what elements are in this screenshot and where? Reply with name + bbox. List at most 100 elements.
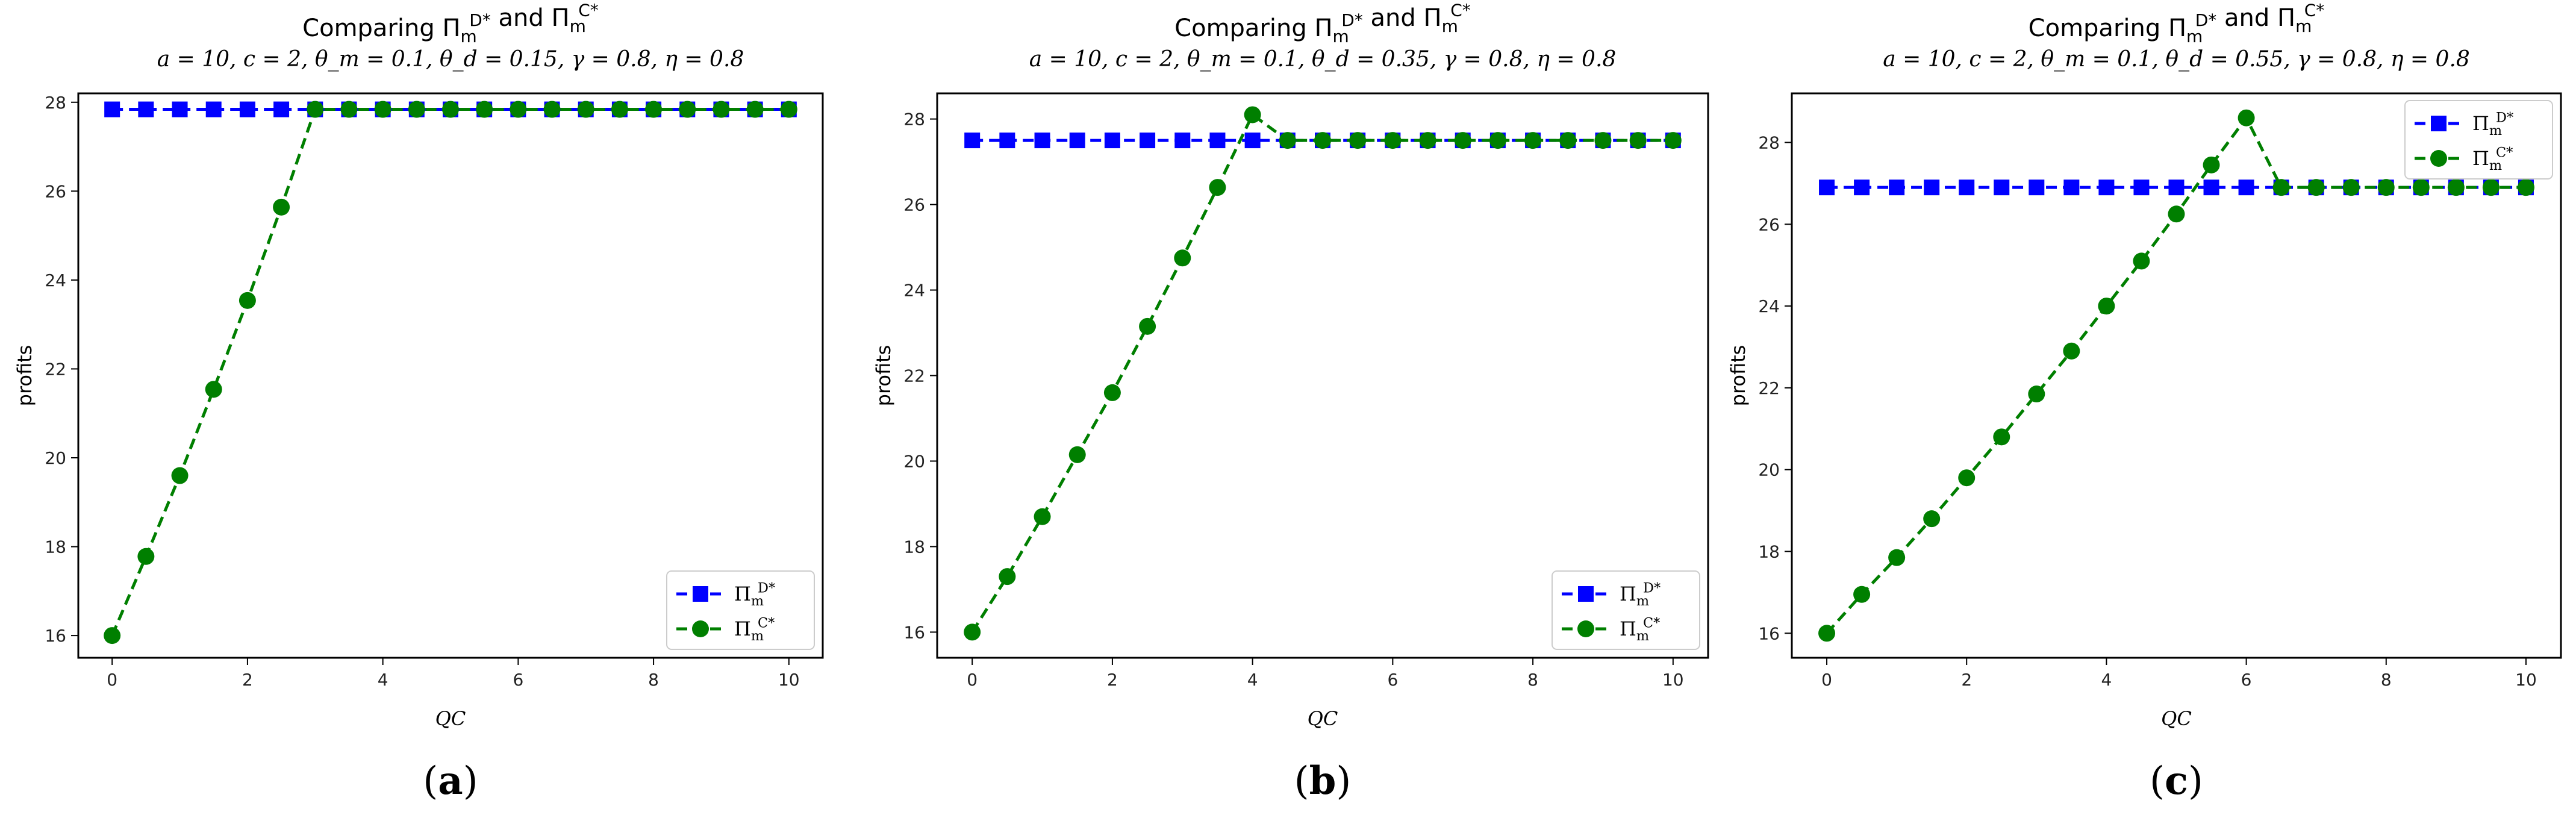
data-point-circle xyxy=(239,292,256,309)
panel-caption: (b) xyxy=(1294,758,1352,804)
data-point-circle xyxy=(1174,249,1191,267)
y-tick-label: 16 xyxy=(45,626,66,646)
data-point-circle xyxy=(1139,317,1156,335)
data-point-square xyxy=(2168,180,2185,196)
data-point-square xyxy=(1819,180,1835,196)
data-point-circle xyxy=(1034,508,1051,525)
data-point-circle xyxy=(171,467,189,484)
data-point-circle xyxy=(137,548,155,565)
data-point-square xyxy=(1069,133,1085,149)
data-point-circle xyxy=(2272,179,2290,196)
y-tick-label: 24 xyxy=(45,270,66,290)
data-point-circle xyxy=(1664,132,1682,149)
panel-caption: (a) xyxy=(423,758,478,804)
data-point-circle xyxy=(2168,205,2185,223)
data-point-circle xyxy=(1244,106,1261,123)
data-point-square xyxy=(205,101,222,117)
legend: ΠmD* ΠmC* xyxy=(666,570,815,650)
data-point-circle xyxy=(2447,179,2465,196)
data-point-circle xyxy=(2028,386,2045,403)
data-point-square xyxy=(172,101,188,117)
data-point-circle xyxy=(1888,549,1906,566)
data-point-square xyxy=(999,133,1015,149)
data-point-circle xyxy=(1209,179,1226,196)
data-point-circle xyxy=(2517,179,2534,196)
data-point-circle xyxy=(307,101,324,118)
y-tick-label: 26 xyxy=(45,181,66,201)
x-tick-label: 6 xyxy=(2241,670,2252,690)
data-point-circle xyxy=(205,381,222,398)
x-tick-label: 10 xyxy=(1662,670,1684,690)
legend: ΠmD* ΠmC* xyxy=(2404,100,2553,180)
y-tick-label: 24 xyxy=(1758,296,1780,316)
data-point-square xyxy=(1104,133,1120,149)
data-point-circle xyxy=(679,101,696,118)
x-axis-label: QC xyxy=(1308,707,1338,730)
series-centralized xyxy=(1818,109,2534,642)
y-tick-label: 20 xyxy=(1758,460,1780,480)
data-point-circle xyxy=(2063,342,2080,360)
data-point-circle xyxy=(1818,625,1836,642)
x-tick-label: 6 xyxy=(513,670,523,690)
legend-label: ΠmD* xyxy=(1620,581,1661,609)
chart-title: Comparing ΠmD* and ΠmC* xyxy=(302,0,599,46)
data-point-circle xyxy=(1853,585,1871,603)
data-point-square xyxy=(2133,180,2150,196)
x-tick-label: 2 xyxy=(1107,670,1118,690)
data-point-circle xyxy=(999,568,1016,585)
x-tick-label: 8 xyxy=(648,670,659,690)
x-tick-label: 2 xyxy=(242,670,253,690)
legend-marker-square xyxy=(2431,116,2447,131)
data-point-square xyxy=(273,101,290,117)
y-tick-label: 24 xyxy=(903,281,925,301)
data-point-circle xyxy=(1314,132,1331,149)
data-point-circle xyxy=(713,101,730,118)
y-axis-label: profits xyxy=(1727,345,1750,407)
x-tick-label: 0 xyxy=(107,670,117,690)
data-point-circle xyxy=(476,101,493,118)
x-tick-label: 4 xyxy=(2101,670,2112,690)
y-axis-label: profits xyxy=(13,345,36,407)
data-point-circle xyxy=(510,101,527,118)
chart-panel-a: Comparing ΠmD* and ΠmC*a = 10, c = 2, θ_… xyxy=(13,0,824,804)
data-point-square xyxy=(1034,133,1050,149)
data-point-circle xyxy=(1524,132,1542,149)
data-point-circle xyxy=(1594,132,1612,149)
chart-panel-c: Comparing ΠmD* and ΠmC*a = 10, c = 2, θ_… xyxy=(1727,0,2562,804)
chart-subtitle: a = 10, c = 2, θ_m = 0.1, θ_d = 0.35, γ … xyxy=(1029,47,1617,72)
data-point-circle xyxy=(1559,132,1577,149)
data-point-circle xyxy=(746,101,764,118)
y-tick-label: 16 xyxy=(1758,623,1780,643)
series-centralized xyxy=(104,101,797,645)
data-point-circle xyxy=(1384,132,1402,149)
data-point-circle xyxy=(374,101,391,118)
y-tick-label: 18 xyxy=(45,537,66,557)
data-point-square xyxy=(1854,180,1870,196)
data-point-circle xyxy=(577,101,594,118)
data-point-circle xyxy=(1349,132,1367,149)
data-point-circle xyxy=(1279,132,1296,149)
data-point-circle xyxy=(1068,446,1086,463)
data-point-circle xyxy=(611,101,628,118)
x-tick-label: 0 xyxy=(1821,670,1832,690)
data-point-circle xyxy=(2307,179,2325,196)
data-point-square xyxy=(2238,180,2254,196)
data-point-square xyxy=(1140,133,1156,149)
y-tick-label: 18 xyxy=(903,537,925,557)
data-point-square xyxy=(1959,180,1975,196)
y-tick-label: 18 xyxy=(1758,542,1780,561)
data-point-circle xyxy=(1629,132,1647,149)
chart-panel-b: Comparing ΠmD* and ΠmC*a = 10, c = 2, θ_… xyxy=(872,0,1709,804)
plot-area-frame xyxy=(1791,92,2562,659)
legend-marker-circle xyxy=(692,620,709,637)
data-point-square xyxy=(1889,180,1905,196)
legend-label: ΠmC* xyxy=(734,616,775,644)
series-line xyxy=(110,108,789,637)
chart-title: Comparing ΠmD* and ΠmC* xyxy=(1174,0,1471,46)
y-tick-label: 22 xyxy=(45,359,66,379)
legend-label: ΠmC* xyxy=(2472,145,2513,173)
legend-label: ΠmD* xyxy=(2472,110,2513,139)
data-point-circle xyxy=(2098,298,2115,315)
x-tick-label: 4 xyxy=(1247,670,1258,690)
y-tick-label: 28 xyxy=(45,93,66,113)
